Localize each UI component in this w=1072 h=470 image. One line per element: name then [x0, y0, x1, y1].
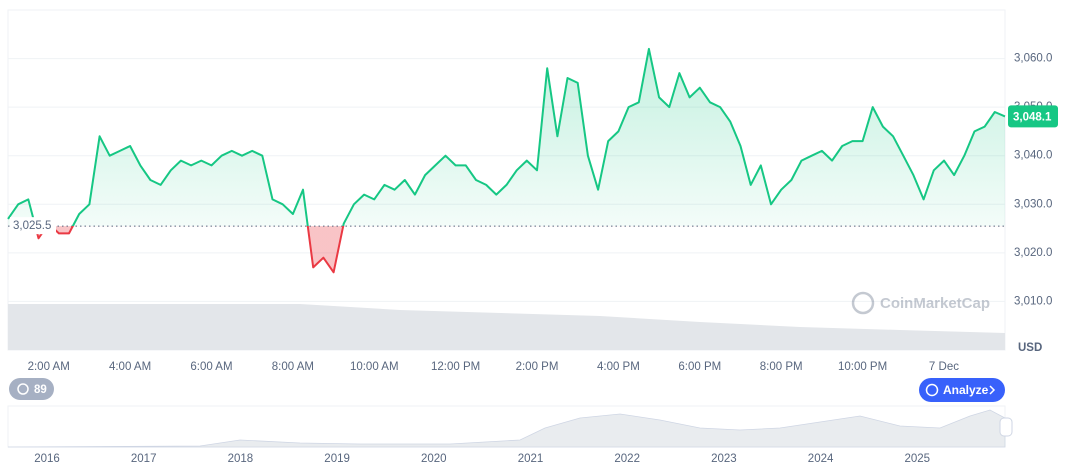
history-button[interactable]: 89: [9, 378, 54, 400]
year-label: 2021: [518, 453, 544, 465]
y-tick-label: 3,010.0: [1014, 295, 1052, 307]
year-label: 2016: [34, 453, 60, 465]
currency: USD: [1018, 342, 1042, 354]
year-label: 2018: [228, 453, 254, 465]
x-tick-label: 2:00 PM: [516, 361, 559, 373]
volume-area: [8, 304, 1005, 350]
x-tick-label: 7 Dec: [929, 361, 959, 373]
y-tick-label: 3,060.0: [1014, 53, 1052, 65]
x-tick-label: 4:00 PM: [597, 361, 640, 373]
last-price: 3,048.1: [1013, 111, 1052, 123]
x-tick-label: 8:00 AM: [272, 361, 314, 373]
x-tick-label: 10:00 PM: [838, 361, 887, 373]
x-tick-label: 4:00 AM: [109, 361, 151, 373]
analyze-chevron: [989, 385, 996, 395]
year-label: 2025: [905, 453, 931, 465]
year-label: 2020: [421, 453, 447, 465]
x-tick-label: 2:00 AM: [28, 361, 70, 373]
year-label: 2023: [711, 453, 737, 465]
history-pill[interactable]: [9, 378, 54, 400]
analyze-label: Analyze: [943, 383, 989, 397]
year-label: 2022: [614, 453, 640, 465]
history-count: 89: [34, 384, 47, 396]
year-label: 2024: [808, 453, 834, 465]
analyze-pill[interactable]: [919, 378, 1005, 402]
y-tick-label: 3,040.0: [1014, 150, 1052, 162]
volume-bars: [8, 304, 1005, 350]
year-label: 2019: [324, 453, 350, 465]
y-tick-label: 3,020.0: [1014, 247, 1052, 259]
x-tick-label: 8:00 PM: [760, 361, 803, 373]
watermark: CoinMarketCap: [880, 295, 990, 312]
watermark-logo: [851, 291, 875, 315]
navigator-area: [7, 409, 1006, 448]
x-tick-label: 12:00 PM: [431, 361, 480, 373]
x-tick-label: 6:00 PM: [678, 361, 721, 373]
navigator-handle[interactable]: [999, 417, 1013, 437]
baseline-label-bg: [10, 217, 56, 235]
area: [8, 48, 1005, 273]
year-label: 2017: [131, 453, 157, 465]
y-tick-label: 3,030.0: [1014, 198, 1052, 210]
price-line: [7, 47, 1006, 274]
navigator: [7, 405, 1013, 448]
analyze-button[interactable]: Analyze: [919, 378, 1005, 402]
baseline-label: 3,025.5: [13, 220, 51, 232]
x-tick-label: 6:00 AM: [190, 361, 232, 373]
analyze-icon: [925, 383, 939, 397]
history-icon: [17, 383, 29, 395]
watermark-group: CoinMarketCap: [851, 291, 990, 315]
last-price-tag: [1008, 105, 1058, 128]
x-tick-label: 10:00 AM: [350, 361, 399, 373]
